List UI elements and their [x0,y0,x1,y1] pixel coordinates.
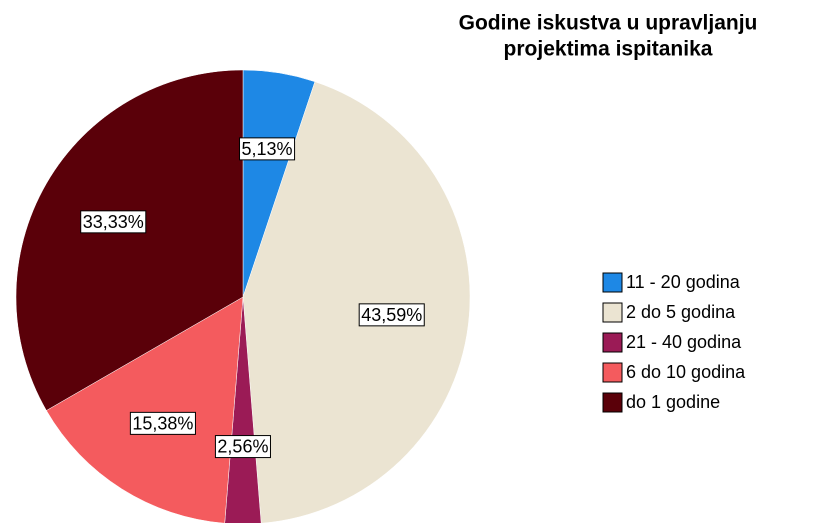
data-label: 43,59% [361,305,422,325]
data-label-box [214,435,271,459]
pie-slice [242,81,471,523]
data-label-box [239,137,296,161]
legend-swatch [602,302,623,323]
legend-swatch [602,332,623,353]
legend-label: do 1 godine [626,392,720,412]
legend-label: 21 - 40 godina [626,332,742,352]
legend-label: 6 do 10 godina [626,362,746,382]
legend-swatch [602,272,623,293]
legend-swatch [602,362,623,383]
data-label-box [358,303,425,327]
chart-title: Godine iskustva u upravljanju [459,12,758,35]
data-label-box [80,210,147,234]
pie-slice [15,69,244,411]
data-label-box [129,411,196,435]
data-label: 5,13% [242,139,293,159]
pie-slice [46,296,244,523]
legend-label: 2 do 5 godina [626,302,736,322]
pie-slice [224,296,262,523]
data-label: 33,33% [83,212,144,232]
chart-title: projektima ispitanika [504,38,713,61]
data-label: 2,56% [217,437,268,457]
data-label: 15,38% [132,413,193,433]
legend-swatch [602,392,623,413]
legend-label: 11 - 20 godina [626,272,741,292]
